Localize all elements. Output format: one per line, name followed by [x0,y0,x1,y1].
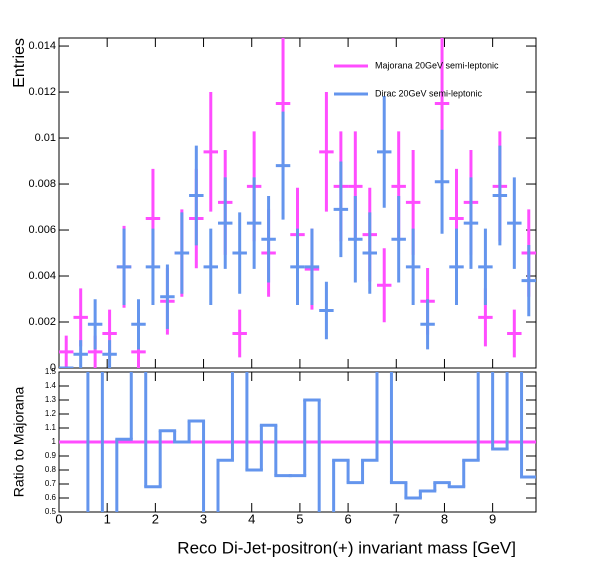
error-bar-point [87,299,103,350]
error-bar-point [160,264,175,329]
error-bar-point [246,177,262,269]
error-bar-point [218,177,233,269]
error-bar-point [507,309,522,358]
y-tick-label: 1.2 [45,409,57,418]
plot-area [59,372,536,512]
error-bar-point [420,299,435,350]
error-bar-point [290,228,305,305]
y-tick-label: 0.014 [28,40,56,52]
y-tick-label: 0.004 [28,270,56,282]
error-bar-point [362,212,377,294]
error-bar-point [463,177,479,269]
y-tick-label: 0.7 [45,479,57,488]
error-bar-point [275,111,291,220]
error-bar-point [59,335,74,368]
legend-label: Majorana 20GeV semi-leptonic [375,60,499,70]
y-tick-label: 0.002 [28,316,56,328]
x-tick-label: 9 [489,511,496,526]
error-bar-point [434,129,450,234]
error-bar-point [521,244,536,317]
x-tick-label: 6 [344,511,351,526]
x-tick-label: 4 [248,511,255,526]
error-bar-point [145,228,161,305]
error-bar-point [319,281,334,340]
error-bar-point [507,177,522,269]
error-bar-point [261,195,276,283]
error-bar-point [232,212,247,294]
error-bar-point [174,212,190,294]
y-axis-label: Entries [11,38,28,88]
legend-label: Dirac 20GeV semi-leptonic [375,88,483,98]
x-axis-label: Reco Di-Jet-positron(+) invariant mass [… [177,538,516,557]
x-tick-label: 0 [55,511,62,526]
error-bar-point [492,145,508,246]
x-tick-label: 3 [200,511,207,526]
error-bar-point [391,195,406,283]
error-bar-point [189,145,204,246]
y-tick-label: 0.008 [28,178,56,190]
x-tick-label: 5 [296,511,303,526]
error-bar-point [73,340,88,368]
plot-area [59,38,536,368]
error-bar-point [449,228,464,305]
y-tick-label: 1.1 [45,423,57,432]
error-bar-point [319,92,334,212]
error-bar-point [377,95,392,208]
error-bar-point [203,228,218,305]
x-tick-label: 7 [393,511,400,526]
y-tick-label: 1.3 [45,395,57,404]
error-bar-point [203,92,218,212]
y-tick-label: 0.006 [28,224,56,236]
step-connector [86,372,524,512]
error-bar-point [405,228,421,305]
y-tick-label: 0.012 [28,86,56,98]
x-tick-label: 1 [104,511,111,526]
error-bar-point [333,161,349,258]
y-tick-label: 0.5 [45,507,57,516]
y-axis-label: Ratio to Majorana [11,387,27,498]
y-tick-label: 1.5 [45,367,57,376]
error-bar-point [232,309,247,358]
error-bar-point [478,228,493,305]
y-tick-label: 0.9 [45,451,57,460]
x-tick-label: 2 [152,511,159,526]
y-tick-label: 0.01 [35,132,56,144]
y-tick-label: 1.4 [45,381,57,390]
y-tick-label: 0.8 [45,465,57,474]
y-tick-label: 1 [52,437,57,446]
error-bar-point [102,340,117,368]
x-tick-label: 8 [441,511,448,526]
error-bar-point [116,228,132,305]
error-bar-point [304,228,320,305]
y-tick-label: 0.6 [45,493,57,502]
error-bar-point [377,248,392,323]
y-tick-label: 0 [50,362,56,374]
plot-frame [58,37,537,369]
error-bar-point [131,299,146,350]
error-bar-point [348,195,363,283]
error-bar-point [73,288,88,347]
